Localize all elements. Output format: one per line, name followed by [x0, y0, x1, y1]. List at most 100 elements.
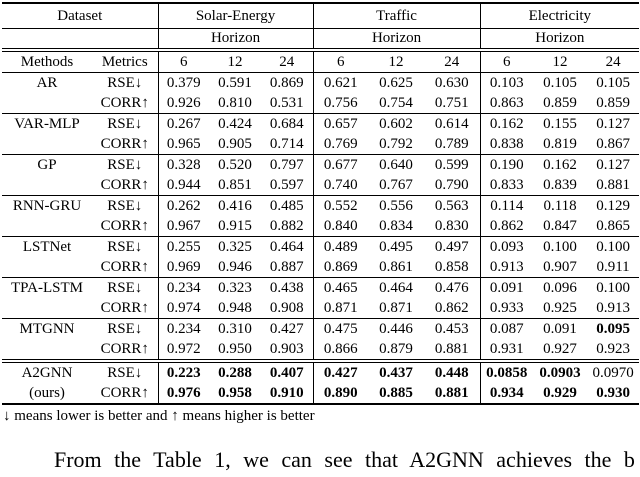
value-cell: 0.714 — [269, 135, 304, 152]
header-row-horizon: Horizon Horizon Horizon — [2, 28, 640, 50]
value-cell: 0.754 — [379, 94, 413, 111]
value-cell: 0.838 — [479, 134, 534, 155]
group-header-electricity: Electricity — [479, 3, 640, 29]
value-cell: 0.913 — [479, 257, 534, 278]
method-label — [2, 175, 92, 196]
metric-label: CORR↑ — [100, 340, 149, 357]
metric-label: RSE↓ — [92, 359, 159, 383]
value-cell: 0.288 — [209, 359, 262, 383]
value-cell: 0.839 — [543, 176, 577, 193]
method-label — [2, 339, 92, 361]
value-cell: 0.908 — [269, 299, 304, 316]
value-cell: 0.903 — [269, 340, 304, 357]
value-cell: 0.976 — [157, 383, 210, 404]
value-cell: 0.869 — [312, 257, 369, 278]
value-cell: 0.915 — [218, 217, 252, 234]
value-cell: 0.862 — [434, 299, 469, 316]
value-cell: 0.328 — [157, 154, 210, 175]
value-cell: 0.967 — [157, 216, 210, 237]
horizon-col-header: 24 — [424, 48, 481, 73]
value-cell: 0.869 — [261, 72, 314, 93]
horizon-col-header: 12 — [368, 48, 425, 73]
value-cell: 0.840 — [312, 216, 369, 237]
metric-label: CORR↑ — [100, 258, 149, 275]
value-cell: 0.0903 — [533, 359, 588, 383]
table-header: Dataset Solar-Energy Traffic Electricity… — [2, 3, 640, 73]
value-cell: 0.234 — [157, 318, 210, 339]
method-label: VAR-MLP — [2, 113, 92, 134]
value-cell: 0.885 — [379, 384, 413, 401]
value-cell: 0.890 — [312, 383, 369, 404]
metric-label: CORR↑ — [100, 176, 149, 193]
value-cell: 0.464 — [368, 277, 425, 298]
value-cell: 0.190 — [479, 154, 534, 175]
value-cell: 0.427 — [261, 318, 314, 339]
value-cell: 0.946 — [218, 258, 252, 275]
value-cell: 0.933 — [479, 298, 534, 319]
value-cell: 0.789 — [434, 135, 469, 152]
value-cell: 0.103 — [479, 72, 534, 93]
value-cell: 0.859 — [543, 94, 577, 111]
value-cell: 0.129 — [587, 195, 640, 216]
value-cell: 0.858 — [434, 258, 469, 275]
value-cell: 0.926 — [157, 93, 210, 114]
value-cell: 0.834 — [379, 217, 413, 234]
metric-label: RSE↓ — [92, 72, 159, 93]
metric-label: RSE↓ — [92, 236, 159, 257]
value-cell: 0.944 — [157, 175, 210, 196]
table-row: (ours) CORR↑ 0.976 0.958 0.910 0.890 0.885 0.88… — [2, 383, 639, 404]
value-cell: 0.972 — [157, 339, 210, 361]
value-cell: 0.234 — [157, 277, 210, 298]
value-cell: 0.497 — [424, 236, 481, 257]
metric-label: CORR↑ — [100, 94, 149, 111]
value-cell: 0.448 — [424, 359, 481, 383]
value-cell: 0.861 — [379, 258, 413, 275]
value-cell: 0.100 — [587, 236, 640, 257]
value-cell: 0.911 — [596, 258, 630, 275]
value-cell: 0.407 — [261, 359, 314, 383]
table-row: VAR-MLP RSE↓ 0.267 0.424 0.684 0.657 0.602 0.61… — [2, 113, 640, 134]
metric-label: CORR↑ — [100, 135, 149, 152]
value-cell: 0.974 — [157, 298, 210, 319]
metric-label: CORR↑ — [100, 299, 149, 316]
horizon-col-header: 12 — [209, 48, 262, 73]
header-row-columns: Methods Metrics 6 12 24 6 12 24 6 12 24 — [2, 48, 640, 73]
value-cell: 0.930 — [596, 384, 630, 401]
metric-label: RSE↓ — [92, 113, 159, 134]
value-cell: 0.114 — [479, 195, 534, 216]
metric-label: RSE↓ — [92, 277, 159, 298]
value-cell: 0.091 — [533, 318, 588, 339]
value-cell: 0.475 — [312, 318, 369, 339]
value-cell: 0.464 — [261, 236, 314, 257]
value-cell: 0.797 — [261, 154, 314, 175]
value-cell: 0.929 — [543, 384, 577, 401]
method-label: RNN-GRU — [2, 195, 92, 216]
value-cell: 0.621 — [312, 72, 369, 93]
table-row: GP RSE↓ 0.328 0.520 0.797 0.677 0.640 0.599 0.19… — [2, 154, 640, 175]
value-cell: 0.948 — [218, 299, 252, 316]
group-header-traffic: Traffic — [312, 3, 481, 29]
table-row: LSTNet RSE↓ 0.255 0.325 0.464 0.489 0.495 0.497… — [2, 236, 640, 257]
table-row: CORR↑ 0.967 0.915 0.882 0.840 0.834 0.830 0.862… — [2, 216, 639, 237]
value-cell: 0.819 — [543, 135, 577, 152]
horizon-col-header: 24 — [587, 48, 640, 73]
value-cell: 0.881 — [434, 340, 469, 357]
metric-label: RSE↓ — [92, 318, 159, 339]
method-label — [2, 134, 92, 155]
value-cell: 0.614 — [424, 113, 481, 134]
value-cell: 0.485 — [261, 195, 314, 216]
table-row: CORR↑ 0.926 0.810 0.531 0.756 0.754 0.751 0.863… — [2, 93, 639, 114]
value-cell: 0.879 — [379, 340, 413, 357]
value-cell: 0.379 — [157, 72, 210, 93]
header-row-datasets: Dataset Solar-Energy Traffic Electricity — [2, 3, 640, 29]
value-cell: 0.552 — [312, 195, 369, 216]
value-cell: 0.127 — [587, 113, 640, 134]
table-row: AR RSE↓ 0.379 0.591 0.869 0.621 0.625 0.630 0.10… — [2, 72, 640, 93]
value-cell: 0.910 — [269, 384, 304, 401]
metric-label: RSE↓ — [92, 154, 159, 175]
value-cell: 0.453 — [424, 318, 481, 339]
value-cell: 0.563 — [424, 195, 481, 216]
value-cell: 0.416 — [209, 195, 262, 216]
value-cell: 0.625 — [368, 72, 425, 93]
